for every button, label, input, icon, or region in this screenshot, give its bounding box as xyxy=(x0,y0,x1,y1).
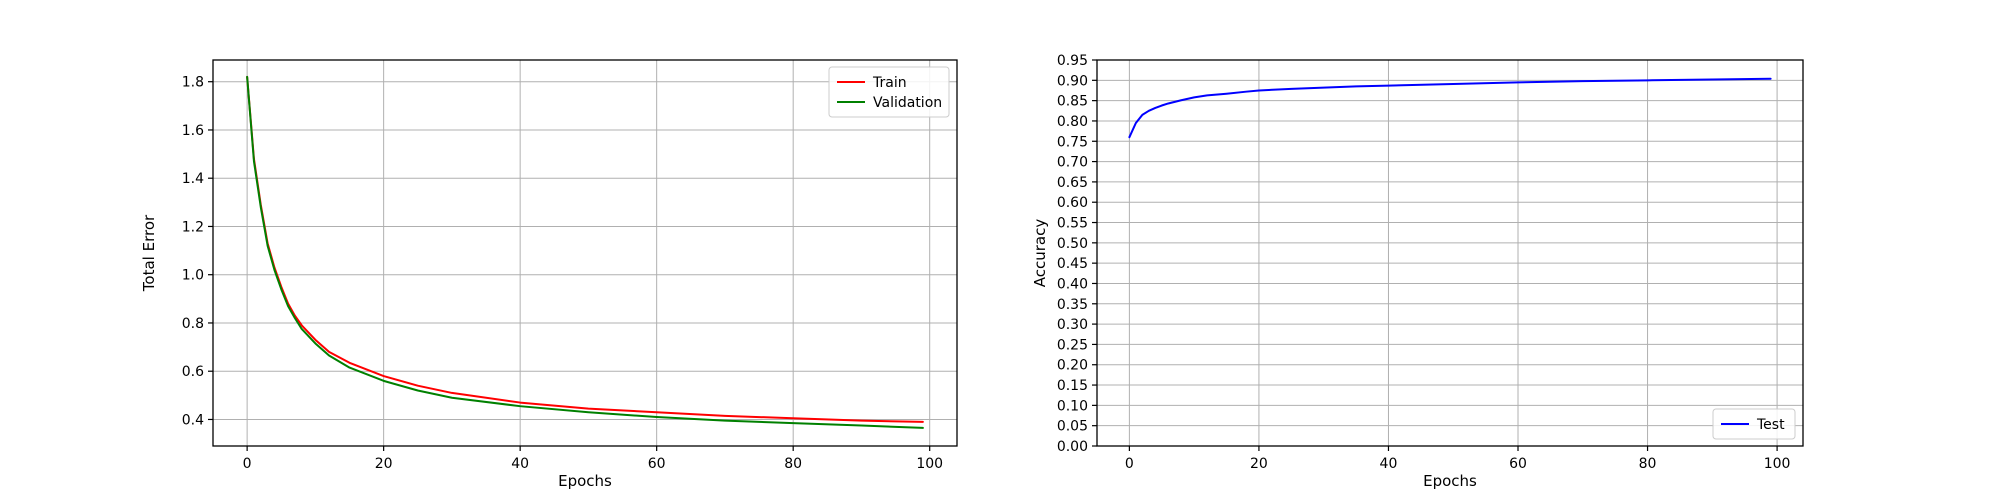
y-tick-label: 0.6 xyxy=(182,364,204,380)
y-tick-label: 0.05 xyxy=(1057,419,1088,435)
y-tick-label: 1.4 xyxy=(182,171,204,187)
y-tick-label: 0.4 xyxy=(182,412,204,428)
series-line-test xyxy=(1128,77,1772,139)
y-tick-label: 0.90 xyxy=(1057,73,1088,89)
x-tick-label: 20 xyxy=(1250,456,1268,472)
y-tick-label: 0.8 xyxy=(182,316,204,332)
y-tick-label: 0.35 xyxy=(1057,297,1088,313)
legend-label: Test xyxy=(1756,417,1785,433)
y-tick-label: 0.20 xyxy=(1057,358,1088,374)
y-tick-label: 1.2 xyxy=(182,219,204,235)
series-line-validation xyxy=(246,75,924,429)
legend-box xyxy=(828,66,950,118)
x-tick-label: 20 xyxy=(375,456,393,472)
x-tick-label: 40 xyxy=(511,456,529,472)
y-tick-label: 0.95 xyxy=(1057,53,1088,69)
y-tick-label: 0.50 xyxy=(1057,236,1088,252)
y-tick-label: 1.6 xyxy=(182,123,204,139)
y-tick-label: 0.65 xyxy=(1057,175,1088,191)
y-tick-label: 0.25 xyxy=(1057,337,1088,353)
y-tick-label: 0.45 xyxy=(1057,256,1088,272)
legend: Train Validation xyxy=(828,66,950,118)
chart-accuracy: 0 20 40 60 80 100 0.00 0.05 0.10 0.15 0.20 0.25 0.30… xyxy=(1031,53,1804,490)
x-tick-label: 60 xyxy=(1509,456,1527,472)
x-tick-label: 40 xyxy=(1380,456,1398,472)
plot-frame xyxy=(212,59,958,447)
y-axis-label: Total Error xyxy=(140,214,158,292)
y-tick-label: 0.55 xyxy=(1057,216,1088,232)
x-axis-label: Epochs xyxy=(558,472,612,490)
y-tick-label: 0.40 xyxy=(1057,276,1088,292)
y-tick-label: 0.15 xyxy=(1057,378,1088,394)
y-axis-label: Accuracy xyxy=(1031,219,1049,288)
y-tick-label: 0.10 xyxy=(1057,398,1088,414)
x-tick-label: 80 xyxy=(784,456,802,472)
y-tick-label: 1.8 xyxy=(182,75,204,91)
y-tick-label: 0.00 xyxy=(1057,439,1088,455)
x-tick-label: 0 xyxy=(1125,456,1134,472)
x-tick-label: 80 xyxy=(1639,456,1657,472)
plot-area xyxy=(213,60,957,446)
legend-label: Train xyxy=(872,75,907,91)
plot-frame xyxy=(1096,59,1804,447)
y-tick-label: 0.70 xyxy=(1057,155,1088,171)
x-axis-label: Epochs xyxy=(1423,472,1477,490)
x-tick-label: 0 xyxy=(243,456,252,472)
legend-label: Validation xyxy=(873,95,942,111)
x-tick-label: 100 xyxy=(1764,456,1791,472)
x-tick-label: 60 xyxy=(648,456,666,472)
y-tick-label: 0.30 xyxy=(1057,317,1088,333)
y-tick-label: 0.85 xyxy=(1057,94,1088,110)
chart-error: 0 20 40 60 80 100 0.4 0.6 0.8 1.0 1.2 1.4 1.6 1.8 Epoc… xyxy=(140,59,958,490)
y-tick-label: 0.75 xyxy=(1057,134,1088,150)
plot-area xyxy=(1097,60,1803,446)
legend: Test xyxy=(1712,408,1796,440)
x-tick-label: 100 xyxy=(916,456,943,472)
y-tick-label: 1.0 xyxy=(182,268,204,284)
y-tick-label: 0.80 xyxy=(1057,114,1088,130)
legend-box xyxy=(1712,408,1796,440)
y-tick-label: 0.60 xyxy=(1057,195,1088,211)
